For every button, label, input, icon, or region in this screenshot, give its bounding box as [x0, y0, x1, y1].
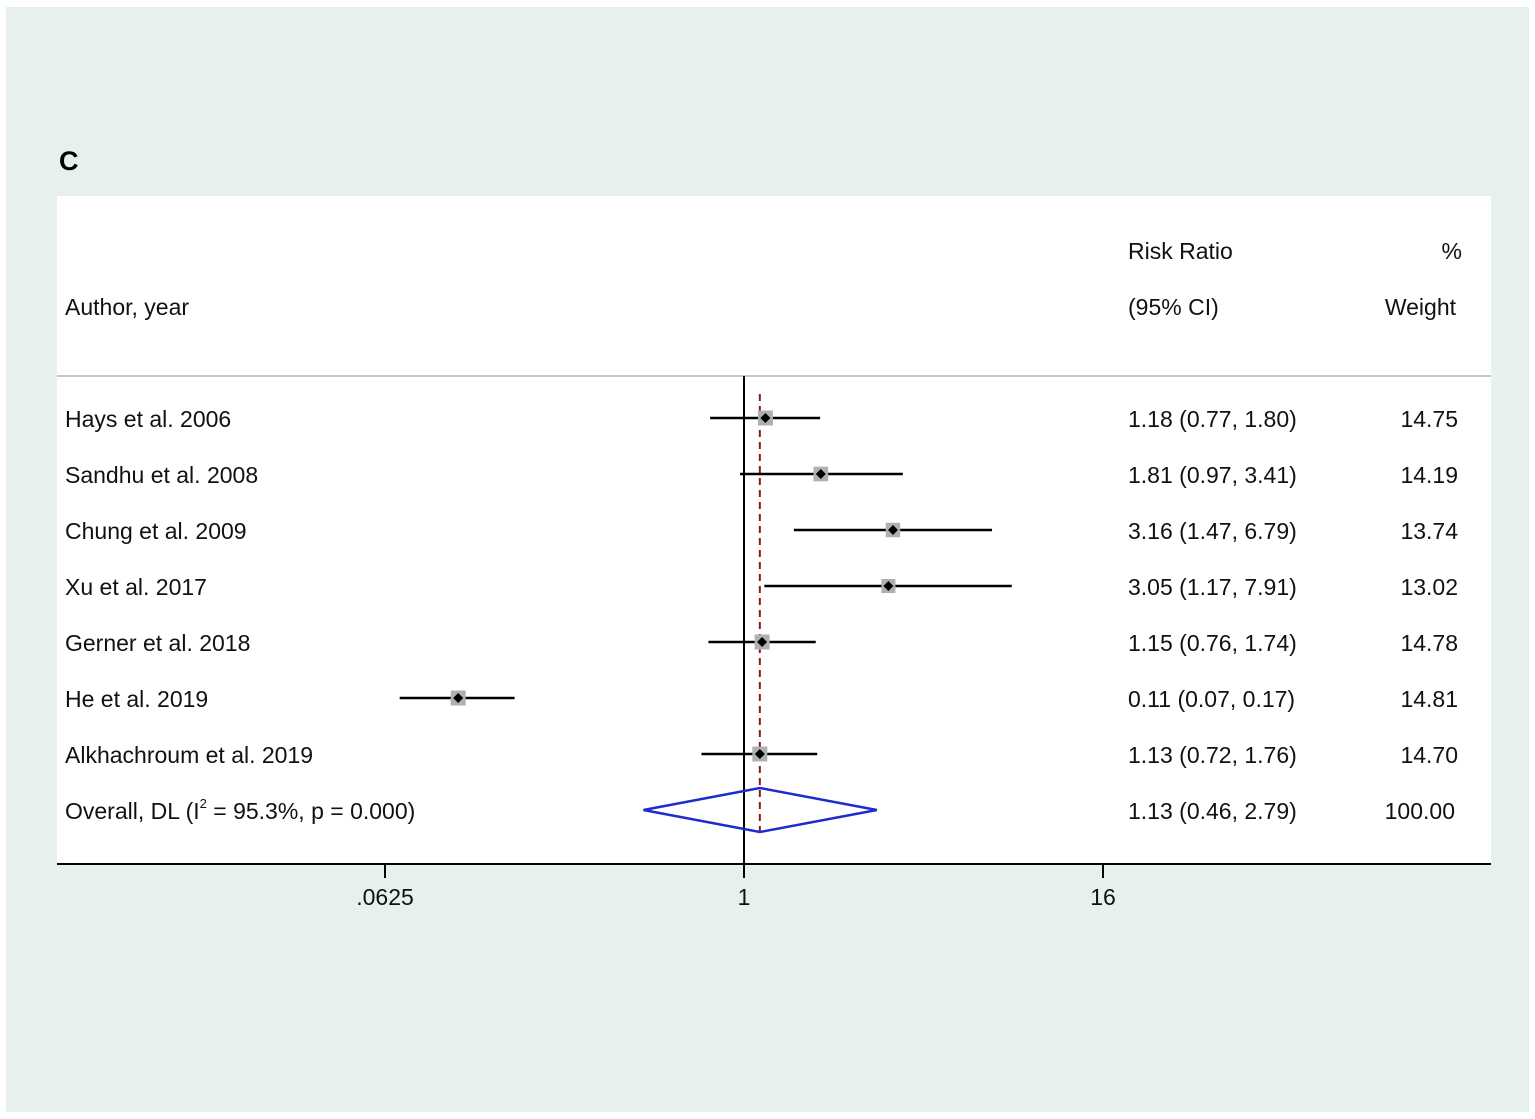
study-ci: 0.11 (0.07, 0.17) [1128, 686, 1295, 712]
study-ci: 1.18 (0.77, 1.80) [1128, 406, 1297, 432]
chart-marks [399, 376, 1012, 864]
point-estimate [883, 581, 894, 591]
x-tick-label: .0625 [356, 884, 414, 910]
point-estimate [754, 749, 765, 759]
study-weight: 14.78 [1400, 630, 1458, 656]
point-estimate [757, 637, 768, 647]
study-label: Alkhachroum et al. 2019 [65, 742, 313, 768]
overall-label-superscript: 2 [200, 796, 207, 811]
point-estimate [453, 693, 464, 703]
overall-label-suffix: = 95.3%, p = 0.000) [207, 798, 415, 824]
point-estimate [815, 469, 826, 479]
study-label: Hays et al. 2006 [65, 406, 231, 432]
study-ci: 3.05 (1.17, 7.91) [1128, 574, 1297, 600]
overall-ci: 1.13 (0.46, 2.79) [1128, 798, 1297, 824]
study-label: Gerner et al. 2018 [65, 630, 250, 656]
study-label: Xu et al. 2017 [65, 574, 207, 600]
study-weight: 14.70 [1400, 742, 1458, 768]
header-weight: Weight [1385, 294, 1457, 320]
overall-diamond [643, 786, 878, 834]
study-label: Sandhu et al. 2008 [65, 462, 258, 488]
header-risk-ratio: Risk Ratio [1128, 238, 1233, 264]
study-weight: 14.81 [1400, 686, 1458, 712]
overall-weight: 100.00 [1385, 798, 1455, 824]
study-label: Chung et al. 2009 [65, 518, 247, 544]
x-axis: .0625 1 16 [57, 863, 1491, 910]
study-weight: 14.19 [1400, 462, 1458, 488]
x-tick-label: 16 [1090, 884, 1116, 910]
header-author-year: Author, year [65, 294, 189, 320]
header-ci: (95% CI) [1128, 294, 1219, 320]
panel-label: C [59, 146, 79, 176]
point-estimate [760, 413, 771, 423]
header-percent: % [1442, 238, 1462, 264]
study-ci: 1.15 (0.76, 1.74) [1128, 630, 1297, 656]
point-estimate [887, 525, 898, 535]
x-tick-label: 1 [738, 884, 751, 910]
study-ci: 1.81 (0.97, 3.41) [1128, 462, 1297, 488]
study-weight: 14.75 [1400, 406, 1458, 432]
study-ci: 3.16 (1.47, 6.79) [1128, 518, 1297, 544]
study-weight: 13.02 [1400, 574, 1458, 600]
plot-area [57, 196, 1491, 864]
study-ci: 1.13 (0.72, 1.76) [1128, 742, 1297, 768]
study-weight: 13.74 [1400, 518, 1458, 544]
row-labels: Hays et al. 2006 1.18 (0.77, 1.80) 14.75 Sa… [65, 406, 1458, 824]
overall-label-prefix: Overall, DL (I [65, 798, 200, 824]
overall-label: Overall, DL (I2 = 95.3%, p = 0.000) [65, 796, 415, 824]
study-label: He et al. 2019 [65, 686, 208, 712]
